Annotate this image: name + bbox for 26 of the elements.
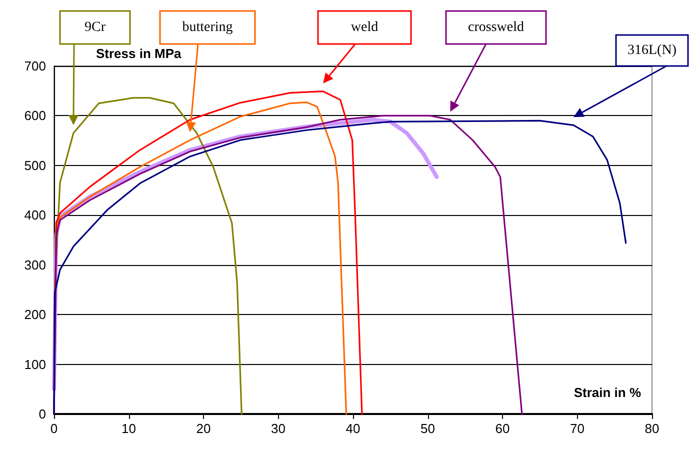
- text: crossweld: [468, 20, 524, 35]
- y-tick-label: 700: [24, 58, 46, 74]
- text: weld: [350, 20, 378, 35]
- y-axis-title: Stress in MPa: [96, 46, 182, 61]
- x-tick-label: 10: [122, 421, 136, 436]
- line-series: [53, 114, 523, 415]
- line-series: [53, 120, 627, 415]
- x-axis-title: Strain in %: [574, 385, 642, 400]
- y-tick-label: 0: [38, 406, 46, 422]
- y-tick-label: 400: [24, 208, 46, 223]
- x-tick-label: 40: [346, 421, 360, 436]
- x-tick-label: 50: [420, 421, 435, 436]
- x-tick-label: 30: [271, 421, 286, 436]
- text: buttering: [182, 20, 233, 35]
- x-tick-label: 20: [196, 421, 211, 436]
- y-tick-label: 200: [24, 307, 46, 322]
- y-tick-label: 500: [24, 158, 46, 173]
- text: 9Cr: [84, 20, 106, 35]
- x-tick-label: 80: [644, 421, 660, 436]
- x-tick-label: 70: [570, 421, 584, 436]
- y-tick-label: 600: [24, 108, 46, 124]
- y-tick-label: 300: [24, 257, 46, 272]
- y-tick-label: 100: [24, 356, 46, 372]
- x-tick-label: 0: [50, 421, 58, 436]
- text: 316L(N): [628, 43, 677, 58]
- x-tick-label: 60: [495, 421, 510, 436]
